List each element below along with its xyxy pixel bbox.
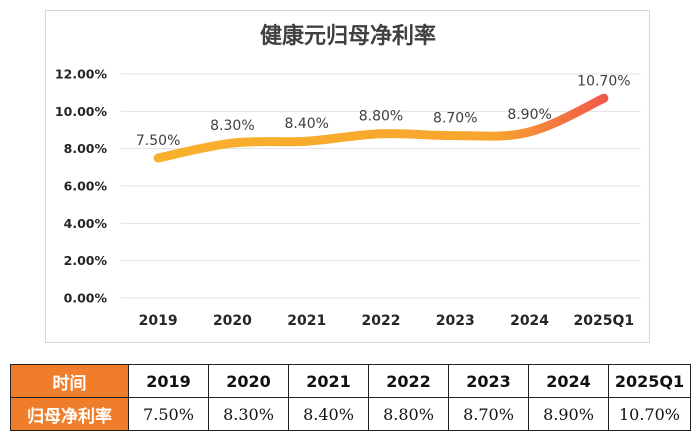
y-tick-label: 4.00% — [64, 216, 108, 231]
y-tick-label: 10.00% — [55, 104, 108, 119]
data-label: 8.70% — [433, 111, 477, 127]
series-line — [153, 93, 609, 163]
table-value-cell: 10.70% — [608, 397, 691, 431]
y-axis-ticks: 0.00% 2.00% 4.00% 6.00% 8.00% 10.00% 12.00% — [55, 67, 108, 306]
table-year-cell: 2024 — [528, 364, 609, 398]
y-tick-label: 8.00% — [64, 141, 108, 156]
table-value-cell: 8.30% — [208, 397, 289, 431]
table-year-cell: 2022 — [368, 364, 449, 398]
line-chart: 健康元归母净利率 0.00% 2.00% 4.00% 6.00% 8.00% 10.00%… — [55, 23, 641, 329]
table-year-cell: 2020 — [208, 364, 289, 398]
y-tick-label: 6.00% — [64, 179, 108, 194]
x-tick-label: 2023 — [436, 313, 475, 329]
data-label: 10.70% — [577, 73, 630, 89]
chart-title: 健康元归母净利率 — [260, 23, 436, 49]
table-row-label: 归母净利率 — [10, 397, 129, 431]
data-label: 8.90% — [507, 107, 551, 123]
y-tick-label: 2.00% — [64, 253, 108, 268]
x-tick-label: 2019 — [139, 313, 178, 329]
table-header-row: 时间 2019 2020 2021 2022 2023 2024 2025Q1 — [10, 364, 691, 398]
x-axis-ticks: 2019 2020 2021 2022 2023 2024 2025Q1 — [139, 313, 635, 329]
data-label: 8.80% — [359, 109, 403, 125]
table-value-cell: 8.90% — [528, 397, 609, 431]
table-value-cell: 7.50% — [128, 397, 209, 431]
data-table: 时间 2019 2020 2021 2022 2023 2024 2025Q1 … — [10, 364, 691, 431]
x-tick-label: 2020 — [213, 313, 252, 329]
data-label: 8.30% — [210, 118, 254, 134]
x-tick-label: 2024 — [510, 313, 549, 329]
table-year-cell: 2023 — [448, 364, 529, 398]
table-header-label: 时间 — [10, 364, 129, 398]
gridlines — [121, 73, 641, 299]
table-year-cell: 2025Q1 — [608, 364, 691, 398]
y-tick-label: 0.00% — [64, 291, 108, 306]
data-label: 8.40% — [284, 116, 328, 132]
table-year-cell: 2019 — [128, 364, 209, 398]
table-value-cell: 8.70% — [448, 397, 529, 431]
table-value-cell: 8.80% — [368, 397, 449, 431]
table-value-row: 归母净利率 7.50% 8.30% 8.40% 8.80% 8.70% 8.90… — [10, 397, 691, 431]
x-tick-label: 2022 — [362, 313, 401, 329]
y-tick-label: 12.00% — [55, 67, 108, 82]
table-year-cell: 2021 — [288, 364, 369, 398]
table-value-cell: 8.40% — [288, 397, 369, 431]
chart-frame: 健康元归母净利率 0.00% 2.00% 4.00% 6.00% 8.00% 10.00%… — [45, 10, 650, 343]
x-tick-label: 2025Q1 — [574, 313, 635, 329]
x-tick-label: 2021 — [287, 313, 326, 329]
data-labels: 7.50% 8.30% 8.40% 8.80% 8.70% 8.90% 10.70% — [136, 73, 631, 149]
data-label: 7.50% — [136, 133, 180, 149]
